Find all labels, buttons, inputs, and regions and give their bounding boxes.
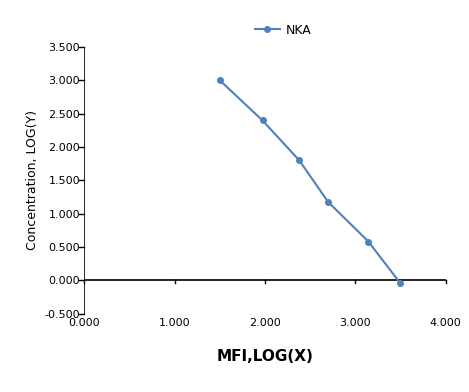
Y-axis label: Concentration, LOG(Y): Concentration, LOG(Y) bbox=[26, 110, 39, 250]
Legend: NKA: NKA bbox=[250, 19, 317, 42]
NKA bbox=[260, 118, 265, 123]
NKA bbox=[398, 281, 403, 286]
NKA bbox=[296, 158, 302, 163]
Line: NKA: NKA bbox=[217, 78, 403, 286]
NKA bbox=[366, 239, 371, 244]
X-axis label: MFI,LOG(X): MFI,LOG(X) bbox=[217, 348, 313, 364]
NKA bbox=[325, 200, 331, 204]
NKA bbox=[217, 78, 223, 83]
